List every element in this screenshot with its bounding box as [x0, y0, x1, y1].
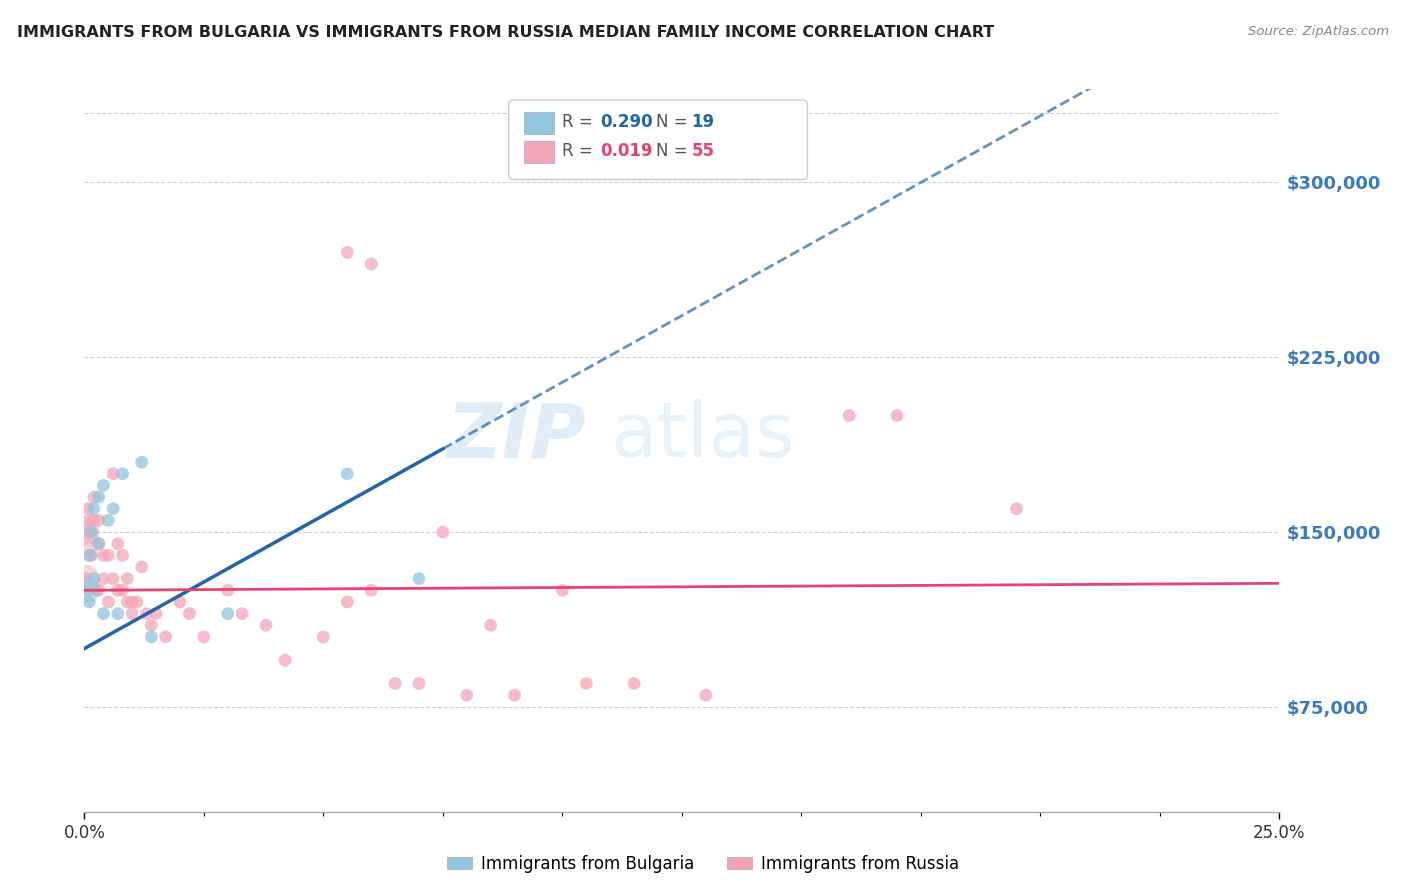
Point: [623, 676, 645, 690]
Point: [87, 513, 110, 527]
Point: [141, 630, 163, 644]
Point: [107, 537, 129, 551]
Point: [76, 524, 98, 539]
Point: [87, 537, 110, 551]
Point: [145, 607, 167, 621]
Text: IMMIGRANTS FROM BULGARIA VS IMMIGRANTS FROM RUSSIA MEDIAN FAMILY INCOME CORRELAT: IMMIGRANTS FROM BULGARIA VS IMMIGRANTS F…: [17, 25, 994, 40]
Text: ZIP: ZIP: [447, 399, 586, 473]
Point: [83, 490, 105, 504]
Point: [169, 595, 191, 609]
Point: [79, 524, 101, 539]
Point: [93, 572, 115, 586]
Point: [217, 607, 239, 621]
Point: [107, 607, 129, 621]
Point: [77, 583, 100, 598]
Point: [107, 583, 129, 598]
Point: [155, 630, 177, 644]
Point: [838, 409, 860, 423]
Point: [456, 688, 478, 702]
Point: [254, 618, 277, 632]
Point: [75, 572, 97, 586]
Text: 0.019: 0.019: [600, 142, 654, 160]
Point: [97, 595, 120, 609]
Point: [336, 245, 359, 260]
Point: [503, 688, 526, 702]
Point: [93, 549, 115, 563]
Point: [93, 607, 115, 621]
Point: [80, 524, 103, 539]
Point: [77, 513, 100, 527]
Point: [695, 688, 717, 702]
Point: [83, 501, 105, 516]
Text: atlas: atlas: [610, 399, 794, 473]
Point: [111, 467, 134, 481]
Point: [432, 524, 454, 539]
Text: R =: R =: [562, 112, 599, 131]
Text: R =: R =: [562, 142, 599, 160]
Point: [83, 513, 105, 527]
Point: [101, 501, 124, 516]
FancyBboxPatch shape: [509, 100, 807, 179]
Point: [1005, 501, 1028, 516]
Point: [408, 572, 430, 586]
Point: [117, 572, 139, 586]
Point: [76, 583, 98, 598]
Point: [179, 607, 201, 621]
Point: [479, 618, 502, 632]
Text: 55: 55: [692, 142, 714, 160]
Point: [131, 455, 153, 469]
Point: [336, 467, 359, 481]
Point: [87, 583, 110, 598]
Point: [125, 595, 148, 609]
Point: [135, 607, 157, 621]
Point: [551, 583, 574, 598]
Point: [86, 583, 108, 598]
Point: [87, 490, 110, 504]
Point: [77, 537, 100, 551]
Point: [77, 501, 100, 516]
Bar: [524, 112, 554, 134]
Point: [360, 583, 382, 598]
Point: [384, 676, 406, 690]
Text: 19: 19: [692, 112, 714, 131]
Text: Source: ZipAtlas.com: Source: ZipAtlas.com: [1249, 25, 1389, 38]
Point: [79, 549, 101, 563]
Point: [274, 653, 297, 667]
Point: [93, 478, 115, 492]
Point: [312, 630, 335, 644]
Point: [75, 572, 97, 586]
Point: [77, 595, 100, 609]
Point: [97, 513, 120, 527]
Legend: Immigrants from Bulgaria, Immigrants from Russia: Immigrants from Bulgaria, Immigrants fro…: [440, 848, 966, 880]
Point: [141, 618, 163, 632]
Point: [111, 549, 134, 563]
Point: [80, 549, 103, 563]
Point: [77, 549, 100, 563]
Point: [111, 583, 134, 598]
Point: [575, 676, 598, 690]
Point: [117, 595, 139, 609]
Point: [408, 676, 430, 690]
Bar: [524, 141, 554, 163]
Point: [231, 607, 253, 621]
Point: [101, 467, 124, 481]
Text: N =: N =: [655, 142, 693, 160]
Point: [76, 524, 98, 539]
Point: [97, 549, 120, 563]
Point: [360, 257, 382, 271]
Point: [87, 537, 110, 551]
Point: [101, 572, 124, 586]
Point: [131, 560, 153, 574]
Text: N =: N =: [655, 112, 693, 131]
Point: [217, 583, 239, 598]
Point: [336, 595, 359, 609]
Point: [886, 409, 908, 423]
Point: [83, 572, 105, 586]
Point: [193, 630, 215, 644]
Point: [121, 595, 143, 609]
Point: [121, 607, 143, 621]
Text: 0.290: 0.290: [600, 112, 654, 131]
